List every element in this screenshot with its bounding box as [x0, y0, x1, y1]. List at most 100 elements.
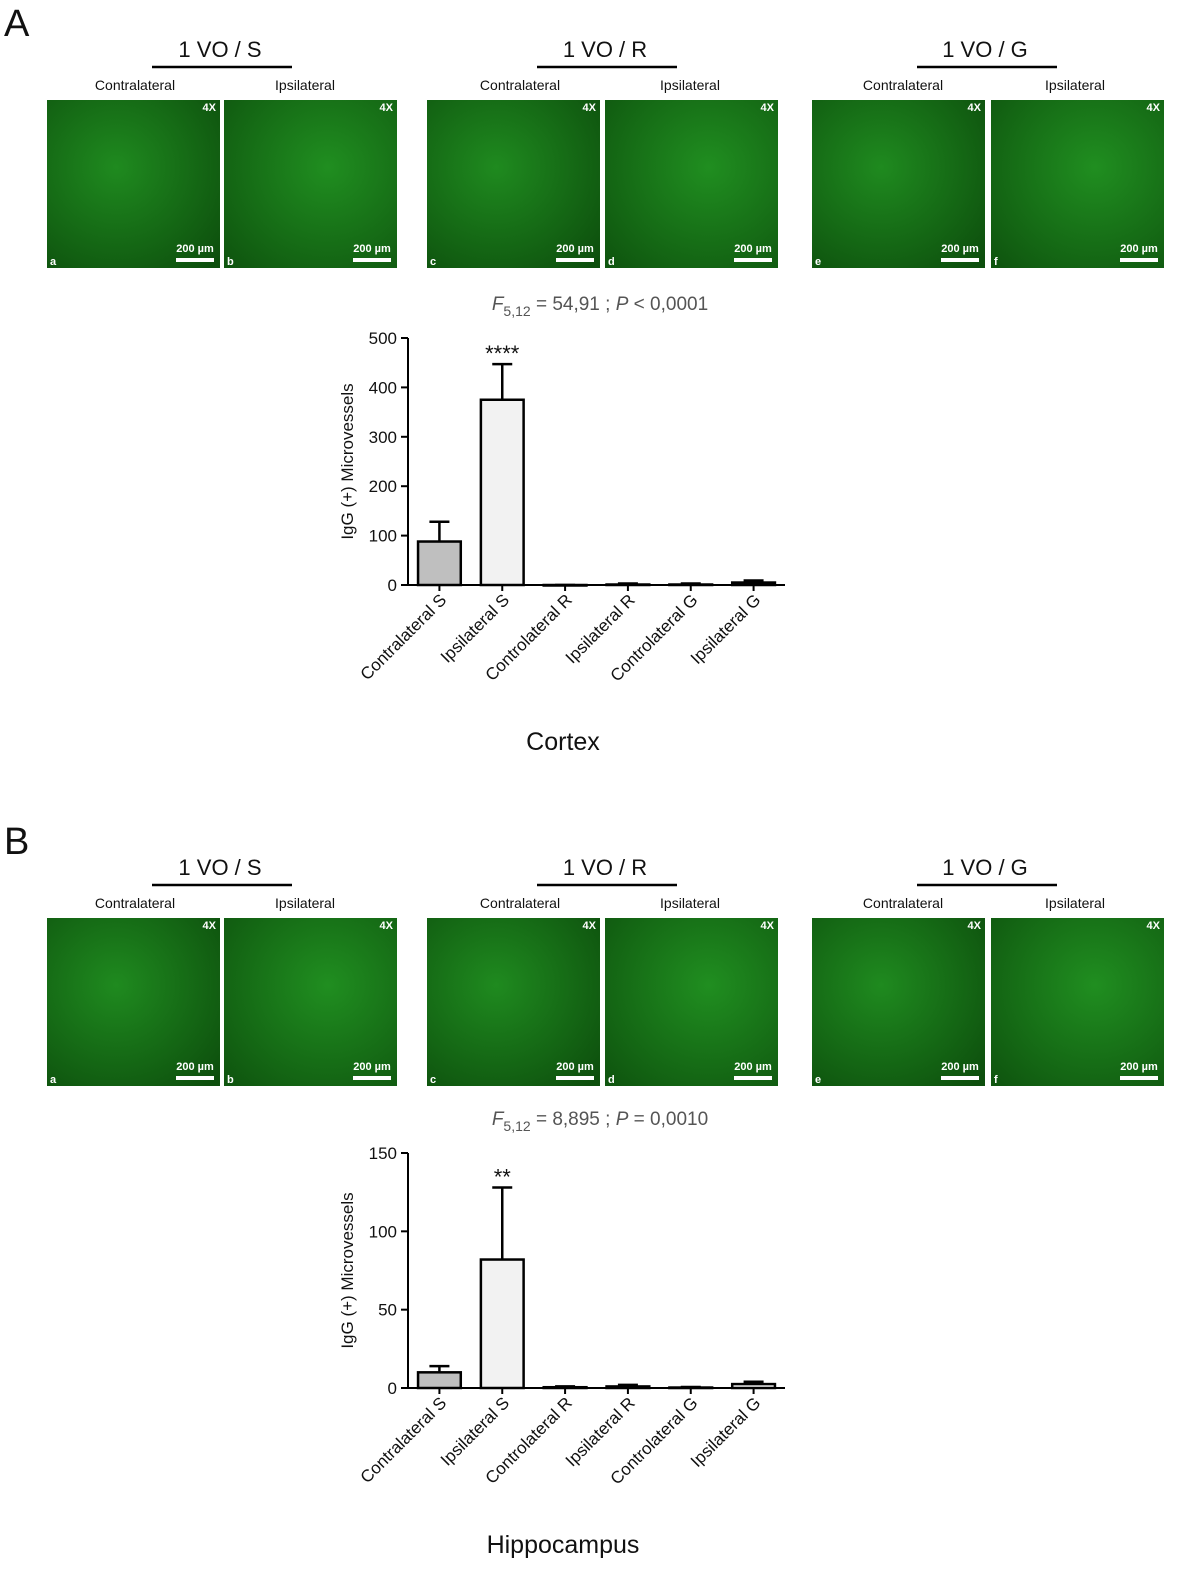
image-id: c	[430, 1074, 436, 1086]
side-label: Ipsilateral	[275, 895, 335, 911]
scale-bar	[353, 1076, 391, 1080]
magnification: 4X	[380, 102, 394, 114]
bar	[730, 581, 777, 587]
side-label: Contralateral	[863, 895, 943, 911]
scale-bar	[1120, 1076, 1158, 1080]
x-axis-label: Cortex	[526, 728, 600, 756]
scale-bar	[734, 258, 772, 262]
bar	[479, 1258, 525, 1390]
scale-bar	[734, 1076, 772, 1080]
scale-label: 200 µm	[1120, 243, 1158, 255]
magnification: 4X	[968, 920, 982, 932]
scale-bar	[941, 1076, 979, 1080]
side-label: Contralateral	[480, 77, 560, 93]
group-title: 1 VO / G	[942, 37, 1028, 62]
image-id: d	[608, 256, 615, 268]
side-label: Ipsilateral	[660, 77, 720, 93]
scale-bar	[1120, 258, 1158, 262]
stat-part: 5,12	[503, 303, 530, 319]
side-label: Ipsilateral	[1045, 77, 1105, 93]
bar	[479, 398, 525, 587]
magnification: 4X	[583, 102, 597, 114]
y-tick-label: 300	[369, 428, 397, 447]
micrograph	[47, 918, 220, 1086]
bar	[542, 583, 588, 587]
bar	[605, 1385, 651, 1390]
stat-part: P	[616, 294, 629, 315]
scale-bar	[556, 258, 594, 262]
image-id: a	[50, 1074, 57, 1086]
scale-label: 200 µm	[176, 1061, 214, 1073]
micrograph	[812, 918, 985, 1086]
micrograph	[605, 100, 778, 268]
stat-part: F	[492, 1109, 505, 1130]
image-id: f	[994, 256, 998, 268]
side-label: Ipsilateral	[660, 895, 720, 911]
panel-letter: A	[4, 3, 30, 45]
y-axis-label: IgG (+) Microvessels	[338, 383, 357, 539]
y-tick-label: 100	[369, 527, 397, 546]
bar	[668, 1386, 714, 1390]
group-title: 1 VO / R	[563, 855, 647, 880]
magnification: 4X	[761, 920, 775, 932]
micrograph	[991, 918, 1164, 1086]
micrograph	[224, 918, 397, 1086]
magnification: 4X	[1147, 102, 1161, 114]
stat-text: F5,12 = 54,91 ; P < 0,0001	[492, 294, 708, 319]
magnification: 4X	[1147, 920, 1161, 932]
y-tick-label: 50	[378, 1301, 397, 1320]
magnification: 4X	[583, 920, 597, 932]
stat-part: F	[492, 294, 505, 315]
group-title: 1 VO / S	[178, 855, 261, 880]
bar	[416, 540, 463, 587]
side-label: Ipsilateral	[275, 77, 335, 93]
stat-text: F5,12 = 8,895 ; P = 0,0010	[492, 1109, 708, 1134]
group-title: 1 VO / R	[563, 37, 647, 62]
side-label: Contralateral	[480, 895, 560, 911]
side-label: Contralateral	[95, 895, 175, 911]
scale-label: 200 µm	[176, 243, 214, 255]
bar	[416, 1371, 463, 1390]
significance: **	[494, 1164, 512, 1189]
x-axis-label: Hippocampus	[487, 1531, 640, 1559]
micrograph	[47, 100, 220, 268]
group-title: 1 VO / S	[178, 37, 261, 62]
scale-label: 200 µm	[1120, 1061, 1158, 1073]
scale-label: 200 µm	[353, 1061, 391, 1073]
group-title: 1 VO / G	[942, 855, 1028, 880]
image-id: e	[815, 256, 821, 268]
bar	[605, 583, 651, 587]
panel-letter: B	[4, 821, 29, 863]
scale-bar	[556, 1076, 594, 1080]
scale-label: 200 µm	[941, 1061, 979, 1073]
scale-label: 200 µm	[353, 243, 391, 255]
scale-label: 200 µm	[734, 1061, 772, 1073]
scale-label: 200 µm	[556, 1061, 594, 1073]
scale-bar	[176, 258, 214, 262]
significance: ****	[485, 341, 520, 366]
magnification: 4X	[203, 920, 217, 932]
micrograph	[224, 100, 397, 268]
scale-label: 200 µm	[734, 243, 772, 255]
micrograph	[812, 100, 985, 268]
bar	[730, 1382, 777, 1390]
micrograph	[427, 100, 600, 268]
scale-label: 200 µm	[556, 243, 594, 255]
stat-part: = 54,91 ;	[531, 294, 616, 315]
image-id: b	[227, 1074, 234, 1086]
image-id: e	[815, 1074, 821, 1086]
side-label: Ipsilateral	[1045, 895, 1105, 911]
image-id: b	[227, 256, 234, 268]
y-tick-label: 400	[369, 378, 397, 397]
micrograph	[605, 918, 778, 1086]
stat-part: = 0,0010	[628, 1109, 708, 1130]
image-id: c	[430, 256, 436, 268]
x-tick-label: Contralateral S	[357, 590, 451, 684]
micrograph	[427, 918, 600, 1086]
magnification: 4X	[968, 102, 982, 114]
y-tick-label: 0	[388, 1379, 397, 1398]
micrograph	[991, 100, 1164, 268]
y-axis-label: IgG (+) Microvessels	[338, 1192, 357, 1348]
y-tick-label: 150	[369, 1144, 397, 1163]
